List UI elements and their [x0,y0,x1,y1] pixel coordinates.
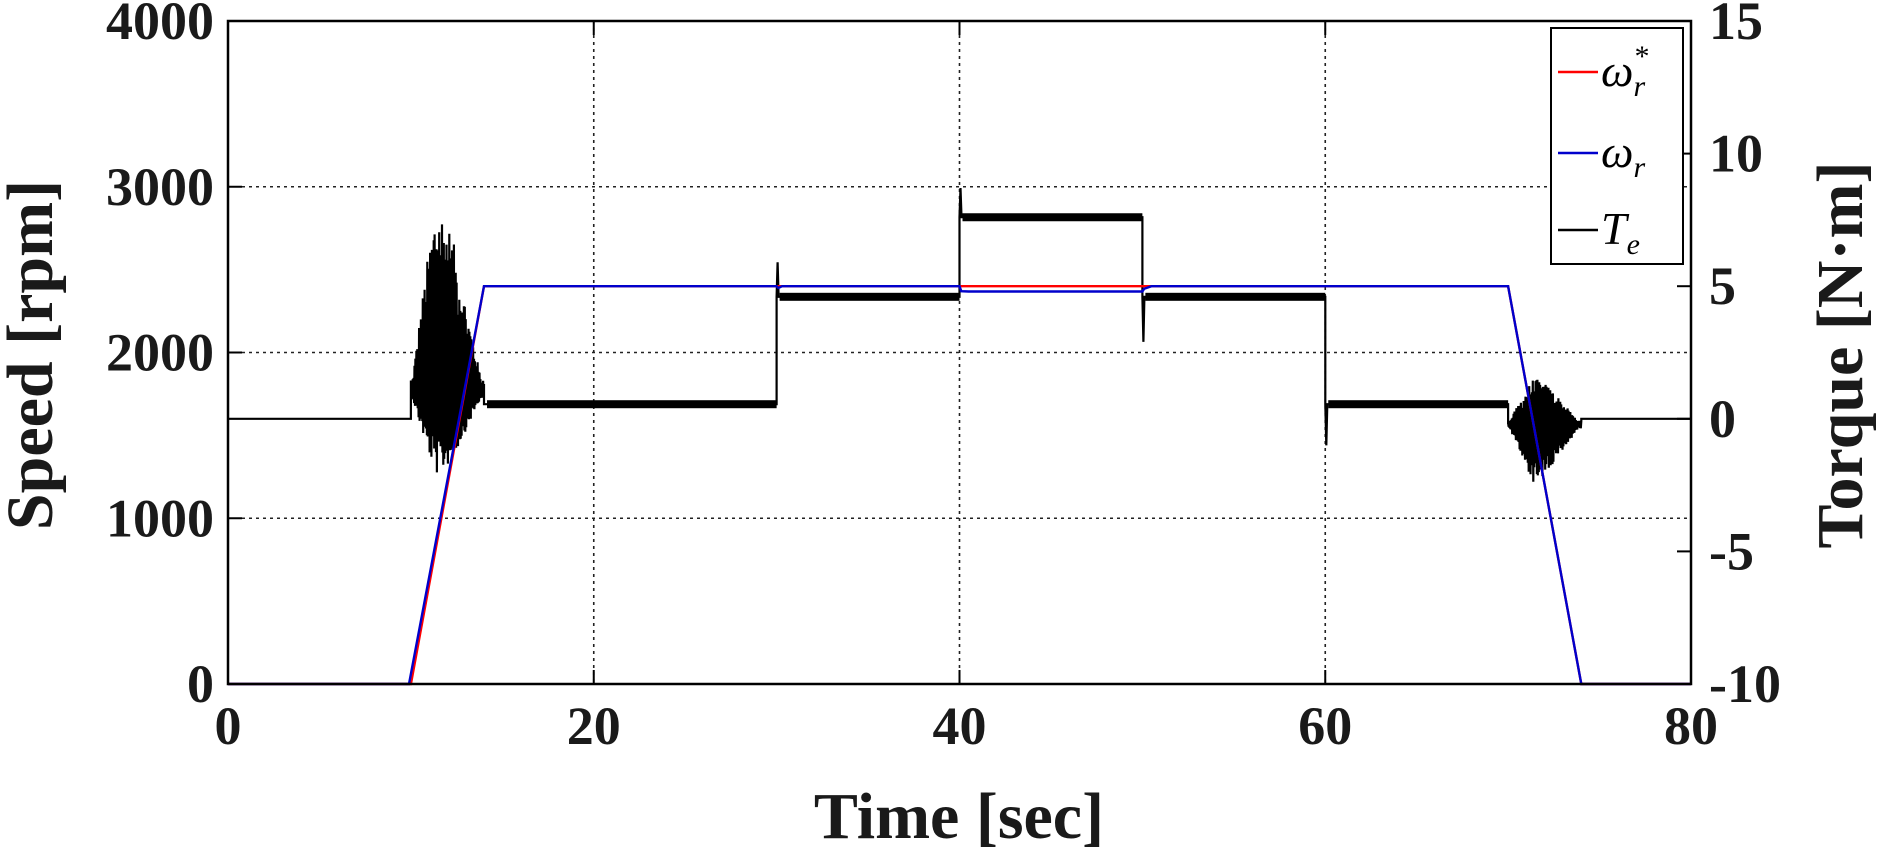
x-tick-label: 60 [1298,696,1352,756]
y-right-tick-label: 5 [1709,256,1736,316]
y-left-tick-label: 3000 [106,157,214,217]
torque-ripple-band [487,400,777,409]
y-left-tick-label: 1000 [106,488,214,548]
legend: ωr* ωr Te [1550,27,1684,265]
y-right-tick-label: -10 [1709,654,1781,714]
series-torque-te [228,188,1691,482]
x-tick-label: 80 [1664,696,1718,756]
x-tick-label: 40 [933,696,987,756]
torque-ripple-band [779,292,960,301]
series-torque-line [228,188,1691,482]
y-left-tick-label: 2000 [106,323,214,383]
torque-ripple-band [962,213,1143,222]
y-left-tick-label: 0 [187,654,214,714]
y-right-tick-label: -5 [1709,521,1754,581]
legend-box [1550,27,1684,265]
y-right-tick-label: 0 [1709,389,1736,449]
axis-ticks: 0 20 40 60 80 0 1000 2000 3000 4000 -10 -5 0 5 10 15 [106,0,1781,756]
y-axis-right-label: Torque [N·m] [1804,162,1877,549]
torque-ripple-band [1145,292,1326,301]
torque-ripple-band [1328,400,1509,409]
legend-entry: ωr* [1601,40,1648,103]
y-axis-left-label: Speed [rpm] [0,180,67,530]
series-speed-actual [228,285,1691,686]
x-axis-label: Time [sec] [814,780,1104,850]
y-right-tick-label: 10 [1709,124,1763,184]
y-left-tick-label: 4000 [106,0,214,51]
legend-entry: Te [1601,203,1640,261]
y-right-tick-label: 15 [1709,0,1763,51]
legend-entry: ωr [1601,126,1645,184]
x-tick-label: 0 [215,696,242,756]
x-tick-label: 20 [567,696,621,756]
